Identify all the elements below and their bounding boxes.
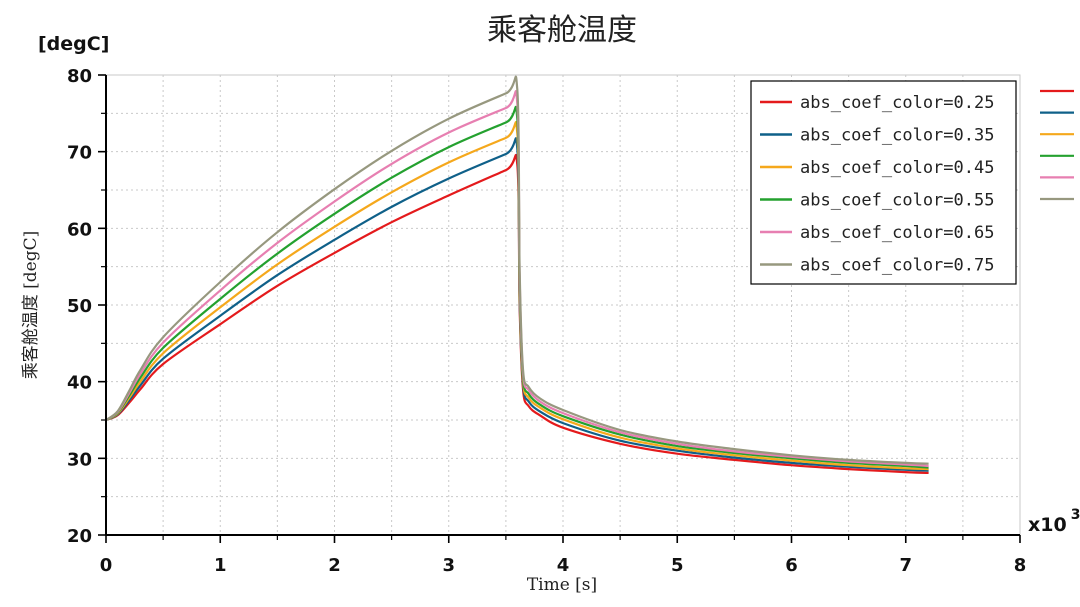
y-tick-label: 60 [67, 219, 92, 240]
y-unit-label: [degC] [38, 33, 109, 55]
x-tick-label: 0 [100, 555, 113, 576]
x-tick-label: 8 [1014, 555, 1027, 576]
tick-labels: 0 1 2 3 4 5 6 7 8 20 30 40 50 60 70 80 [67, 66, 1026, 576]
x-axis-multiplier: x10 3 [1028, 507, 1080, 536]
y-tick-label: 50 [67, 296, 92, 317]
outer-legend-swatches [1040, 89, 1074, 201]
x-tick-label: 1 [214, 555, 227, 576]
x-multiplier-exponent: 3 [1071, 507, 1080, 523]
legend-label: abs_coef_color=0.65 [800, 223, 994, 243]
legend-label: abs_coef_color=0.75 [800, 256, 994, 276]
x-tick-label: 3 [442, 555, 455, 576]
axes [98, 74, 1021, 543]
x-tick-label: 2 [328, 555, 341, 576]
x-tick-label: 4 [557, 555, 570, 576]
y-tick-label: 80 [67, 66, 92, 87]
x-tick-label: 5 [671, 555, 684, 576]
x-tick-label: 7 [899, 555, 912, 576]
x-multiplier-base: x10 [1028, 514, 1067, 536]
y-axis-label: 乘客舱温度 [degC] [21, 231, 41, 380]
legend-label: abs_coef_color=0.45 [800, 158, 994, 178]
y-tick-label: 30 [67, 449, 92, 470]
x-axis-label: Time [s] [527, 575, 597, 595]
legend-items: abs_coef_color=0.25 abs_coef_color=0.35ab… [760, 93, 994, 276]
y-tick-label: 20 [67, 526, 92, 547]
y-tick-label: 70 [67, 143, 92, 164]
legend-box [750, 80, 1017, 285]
series-line-6 [105, 75, 929, 465]
legend: abs_coef_color=0.25 abs_coef_color=0.35ab… [750, 80, 1017, 285]
x-tick-label: 6 [785, 555, 798, 576]
y-tick-label: 40 [67, 373, 92, 394]
legend-label: abs_coef_color=0.55 [800, 191, 994, 211]
legend-label: abs_coef_color=0.35 [800, 126, 994, 146]
legend-label: abs_coef_color=0.25 [800, 93, 994, 113]
series-layer [105, 75, 929, 474]
chart-title: 乘客舱温度 [487, 13, 637, 48]
